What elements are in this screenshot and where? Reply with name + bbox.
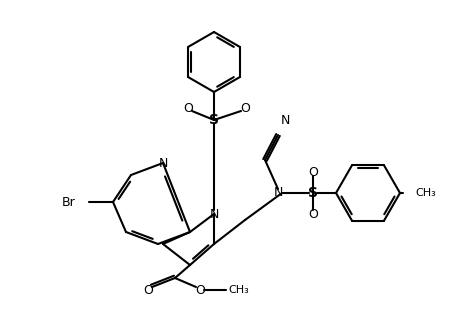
Text: O: O: [308, 166, 318, 179]
Text: N: N: [280, 113, 290, 126]
Text: N: N: [158, 156, 168, 170]
Text: N: N: [273, 187, 283, 200]
Text: Br: Br: [61, 196, 75, 209]
Text: O: O: [240, 101, 250, 115]
Text: O: O: [308, 208, 318, 221]
Text: S: S: [209, 113, 219, 127]
Text: CH₃: CH₃: [228, 285, 249, 295]
Text: S: S: [308, 186, 318, 200]
Text: N: N: [209, 208, 219, 221]
Text: O: O: [143, 283, 153, 297]
Text: O: O: [183, 101, 193, 115]
Text: CH₃: CH₃: [415, 188, 436, 198]
Text: O: O: [195, 283, 205, 297]
